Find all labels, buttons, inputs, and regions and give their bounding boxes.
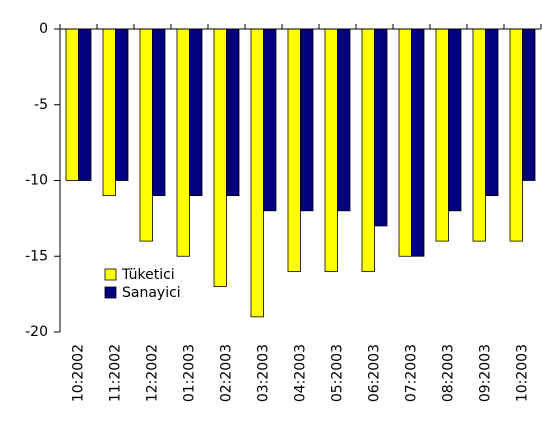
bar	[509, 28, 523, 242]
x-tick-label: 11:2002	[108, 344, 124, 402]
y-tick-label: 0	[39, 21, 48, 37]
bar	[176, 28, 190, 257]
legend-label: Sanayici	[122, 285, 181, 301]
x-tick-label: 09:2003	[478, 344, 494, 402]
x-tick-label: 12:2002	[145, 344, 161, 402]
bar	[65, 28, 79, 181]
x-tick-label: 07:2003	[404, 344, 420, 402]
bar	[472, 28, 486, 242]
bar	[435, 28, 449, 242]
bar	[361, 28, 375, 272]
bar	[115, 28, 129, 181]
x-tick-label: 04:2003	[293, 344, 309, 402]
x-tick-label: 01:2003	[182, 344, 198, 402]
bar	[448, 28, 462, 212]
legend-label: Tüketici	[121, 267, 175, 283]
bar	[250, 28, 264, 318]
x-tick-label: 03:2003	[256, 344, 272, 402]
x-tick-label: 02:2003	[219, 344, 235, 402]
bar	[189, 28, 203, 197]
bar	[398, 28, 412, 257]
bar	[324, 28, 338, 272]
bar	[78, 28, 92, 181]
y-tick-label: -10	[25, 173, 48, 189]
bar	[374, 28, 388, 227]
bar	[411, 28, 425, 257]
x-tick-label: 10:2002	[71, 344, 87, 402]
bar	[102, 28, 116, 197]
y-tick-label: -20	[25, 324, 48, 340]
x-tick-label: 05:2003	[330, 344, 346, 402]
bar	[263, 28, 277, 212]
x-tick-label: 10:2003	[515, 344, 531, 402]
x-tick-label: 08:2003	[441, 344, 457, 402]
legend-swatch	[104, 286, 117, 299]
y-tick-label: -5	[34, 97, 48, 113]
y-tick-label: -15	[25, 248, 48, 264]
bar	[139, 28, 153, 242]
bar	[485, 28, 499, 197]
bar	[337, 28, 351, 212]
bar	[226, 28, 240, 197]
bar	[152, 28, 166, 197]
bar	[287, 28, 301, 272]
legend-swatch	[104, 268, 117, 281]
x-tick-label: 06:2003	[367, 344, 383, 402]
bar	[522, 28, 536, 181]
bar	[300, 28, 314, 212]
bar	[213, 28, 227, 287]
